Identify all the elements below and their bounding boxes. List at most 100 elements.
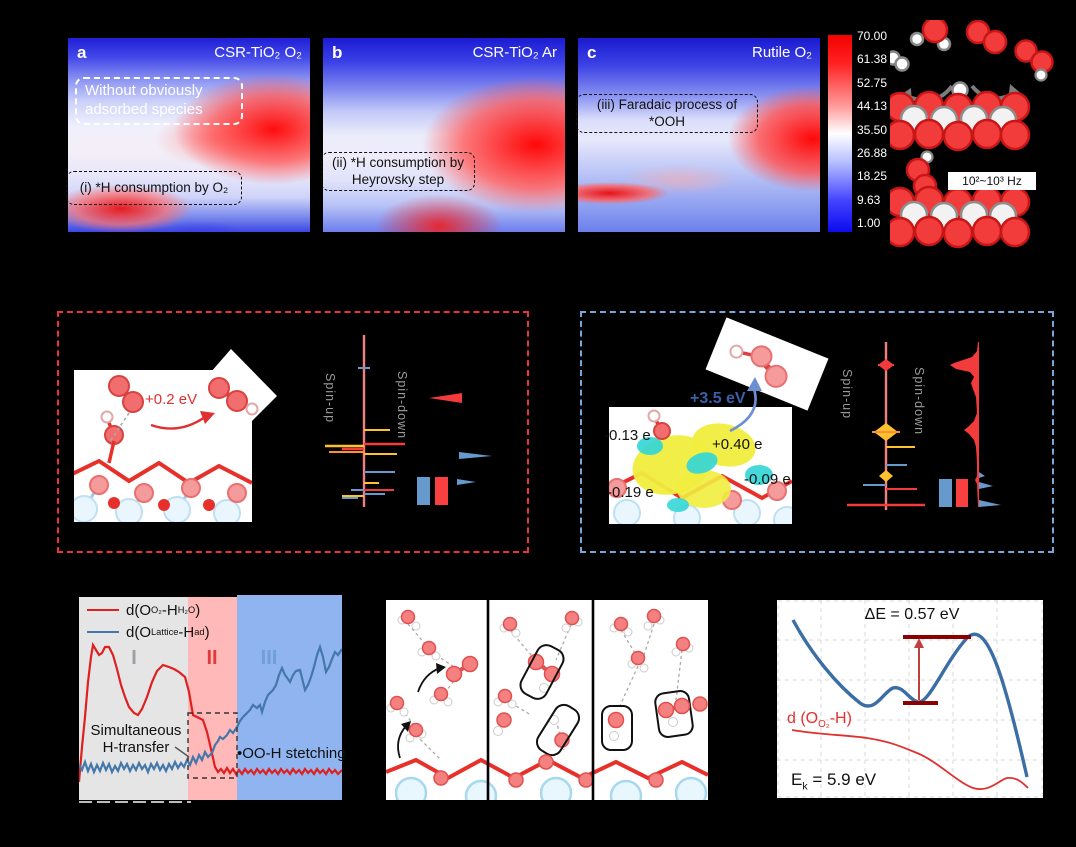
bar-spin-red <box>435 477 448 505</box>
colorbar-tick: 61.38 <box>857 52 888 67</box>
legend-text: d(O <box>126 601 152 619</box>
legend-entry-red: d(O O₂ -H H₂O) <box>83 599 210 621</box>
oxide-surface-top <box>890 90 1031 152</box>
highlighted-species-middle <box>493 644 581 757</box>
charge-label-3: -0.19 e <box>607 484 654 501</box>
colorbar-tick: 52.75 <box>857 75 888 90</box>
ooh-molecule <box>1014 39 1054 82</box>
spin-down-label: Spin-down <box>395 371 409 440</box>
legend-line-blue <box>87 631 119 633</box>
annotation-faradaic-ooh: (iii) Faradaic process of *OOH <box>576 94 758 133</box>
dos-peak-blue <box>457 479 476 485</box>
region-label-2: II <box>206 647 218 669</box>
dft-box-csr-tio2: +0.2 eV Spin-up Spin-down <box>57 311 529 553</box>
proton-transfer-arrow <box>397 725 407 759</box>
reaction-arrow-red <box>150 416 206 430</box>
desorption-arrow-blue <box>729 388 757 433</box>
grid-lines <box>777 600 1043 798</box>
distance-curve-label: d (OO₂-H) <box>787 710 852 731</box>
annotation-h-consumption-o2: (i) *H consumption by O₂ <box>66 171 242 205</box>
charge-label-1: -0.13 e <box>604 427 651 444</box>
panel-title-b: CSR-TiO₂ Ar <box>472 44 557 61</box>
md-snapshots-panel <box>386 600 708 800</box>
bar-spin-red <box>956 479 968 507</box>
charge-label-2: +0.40 e <box>712 436 763 453</box>
annotation-no-adsorbed-species: Without obviously adsorbed species <box>75 77 243 125</box>
colorbar-tick: 70.00 <box>857 29 888 43</box>
panel-letter-c: c <box>587 43 597 62</box>
free-energy-curve <box>791 619 1029 778</box>
energy-profile-panel: ΔE = 0.57 eV d (OO₂-H) Ek = 5.9 eV <box>777 600 1043 798</box>
colorbar <box>828 35 852 232</box>
spin-up-label: Spin-up <box>323 373 337 424</box>
o2-molecule <box>965 20 1008 55</box>
panel-title-a: CSR-TiO₂ O₂ <box>214 44 302 61</box>
heatmap-panel-c: c Rutile O₂ (iii) Faradaic process of *O… <box>576 38 820 232</box>
dos-peak-blue <box>459 452 492 459</box>
panel-letter-b: b <box>332 43 343 62</box>
dft-structure-and-dos-blue <box>609 317 1001 524</box>
annotation-simultaneous-h-transfer: Simultaneous H-transfer <box>90 722 182 756</box>
slab-structure <box>74 410 252 522</box>
x-axis-ticks <box>79 801 191 803</box>
mechanism-scheme-diagram <box>890 20 1054 249</box>
panel-title-c: Rutile O₂ <box>751 44 812 61</box>
barrier-label-red: +0.2 eV <box>145 391 198 408</box>
panel-letter-a: a <box>77 43 87 62</box>
region-2-background <box>188 597 237 800</box>
oxide-surface-bottom <box>890 185 1031 249</box>
energy-profile-plot <box>777 600 1043 798</box>
hydrogen-atoms <box>890 50 910 72</box>
legend-entry-blue: d(O Lattice -H ad) <box>83 621 210 643</box>
annotation-ooh-stretching: •OO-H stetching <box>237 745 346 762</box>
region-3-background <box>237 595 342 800</box>
region-label-1: I <box>131 647 137 669</box>
ooh-product <box>208 377 259 416</box>
annotation-heyrovsky: (ii) *H consumption by Heyrovsky step <box>321 152 475 191</box>
kinetic-energy-label: Ek = 5.9 eV <box>791 770 877 793</box>
ooh-product-tilted <box>705 317 829 411</box>
colorbar-tick: 26.88 <box>857 145 888 160</box>
tio2-surface <box>386 754 708 800</box>
colorbar-tick: 18.25 <box>857 169 888 184</box>
curve-d-OLattice-Had <box>79 643 342 775</box>
region-label-3: III <box>260 647 278 669</box>
bar-spin-blue <box>417 477 430 505</box>
dos-plot-blue-box <box>847 342 1001 510</box>
distance-curves <box>79 641 342 783</box>
dft-structure-and-dos-red <box>74 335 492 522</box>
legend-text: d(O <box>126 623 152 641</box>
dos-peak-red <box>429 393 462 403</box>
transfer-zoom-box <box>187 712 238 779</box>
charge-label-4: -0.09 e <box>744 471 791 488</box>
water-molecule <box>909 20 952 52</box>
colorbar-tick: 35.50 <box>857 122 888 137</box>
spin-down-label: Spin-down <box>912 367 926 436</box>
barrier-label-blue: +3.5 eV <box>690 390 746 407</box>
chart-legend: d(O O₂ -H H₂O) d(O Lattice -H ad) <box>83 599 210 643</box>
colorbar-tick: 44.13 <box>857 99 888 114</box>
highlighted-species-right <box>601 690 708 751</box>
heatmap-panel-a: a CSR-TiO₂ O₂ Without obviously adsorbed… <box>66 38 310 232</box>
legend-line-red <box>87 609 119 611</box>
colorbar-tick: 1.00 <box>857 216 881 230</box>
annotation-pointer-line <box>174 746 190 758</box>
bar-spin-blue <box>939 479 952 507</box>
colorbar-tick-labels: 70.00 61.38 52.75 44.13 35.50 26.88 18.2… <box>857 29 887 230</box>
heatmap-panel-b: b CSR-TiO₂ Ar (ii) *H consumption by Hey… <box>321 38 565 232</box>
dft-box-rutile: +3.5 eV -0.13 e +0.40 e -0.19 e -0.09 e … <box>580 311 1054 553</box>
dos-plot-red-box <box>325 335 492 507</box>
distance-chart: d(O O₂ -H H₂O) d(O Lattice -H ad) I II III Sim… <box>79 595 346 800</box>
colorbar-tick: 9.63 <box>857 192 881 207</box>
dos-filled-red-profile <box>950 342 979 507</box>
h-bond-dashed <box>108 412 130 444</box>
water-molecules <box>386 608 694 743</box>
distance-curve <box>791 729 1029 790</box>
charge-density-structure <box>609 409 792 524</box>
o2-reactant <box>108 375 144 413</box>
frequency-label: 10²~10³ Hz <box>948 172 1036 190</box>
o2-molecule-snapshot <box>445 655 479 683</box>
curve-d-OO2-HH2O <box>79 641 342 783</box>
spin-up-label: Spin-up <box>840 369 854 420</box>
